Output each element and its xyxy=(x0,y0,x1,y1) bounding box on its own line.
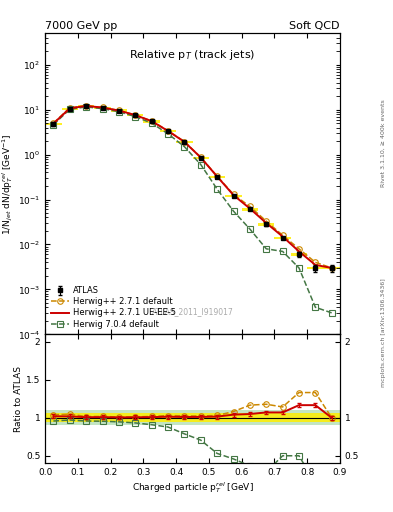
Herwig 7.0.4 default xyxy=(84,104,88,110)
Herwig 7.0.4 default xyxy=(116,109,121,115)
Herwig++ 2.7.1 UE-EE-5 xyxy=(248,205,252,211)
Herwig++ 2.7.1 default xyxy=(116,108,121,114)
Herwig 7.0.4 default xyxy=(51,122,56,128)
Herwig++ 2.7.1 UE-EE-5 xyxy=(313,262,318,268)
Herwig++ 2.7.1 default xyxy=(68,104,72,111)
Herwig++ 2.7.1 UE-EE-5 xyxy=(215,174,219,180)
Line: Herwig++ 2.7.1 UE-EE-5: Herwig++ 2.7.1 UE-EE-5 xyxy=(53,106,332,268)
Herwig 7.0.4 default xyxy=(166,131,171,137)
Herwig 7.0.4 default xyxy=(231,208,236,214)
Herwig++ 2.7.1 UE-EE-5 xyxy=(133,112,138,118)
Herwig++ 2.7.1 UE-EE-5 xyxy=(51,120,56,126)
Legend: ATLAS, Herwig++ 2.7.1 default, Herwig++ 2.7.1 UE-EE-5, Herwig 7.0.4 default: ATLAS, Herwig++ 2.7.1 default, Herwig++ … xyxy=(50,285,177,330)
Herwig++ 2.7.1 UE-EE-5 xyxy=(166,128,171,134)
Text: Soft QCD: Soft QCD xyxy=(290,20,340,31)
Herwig++ 2.7.1 default xyxy=(84,103,88,109)
Herwig++ 2.7.1 default xyxy=(280,232,285,239)
Herwig 7.0.4 default xyxy=(297,265,301,271)
Herwig++ 2.7.1 default xyxy=(264,218,269,224)
Text: Rivet 3.1.10, ≥ 400k events: Rivet 3.1.10, ≥ 400k events xyxy=(381,99,386,187)
Line: Herwig 7.0.4 default: Herwig 7.0.4 default xyxy=(51,104,334,316)
Herwig++ 2.7.1 UE-EE-5 xyxy=(116,108,121,114)
Herwig++ 2.7.1 default xyxy=(313,259,318,265)
Y-axis label: Ratio to ATLAS: Ratio to ATLAS xyxy=(14,366,23,432)
Herwig++ 2.7.1 UE-EE-5 xyxy=(84,103,88,109)
Herwig 7.0.4 default xyxy=(280,248,285,254)
Herwig 7.0.4 default xyxy=(133,114,138,120)
Text: mcplots.cern.ch [arXiv:1306.3436]: mcplots.cern.ch [arXiv:1306.3436] xyxy=(381,279,386,387)
Herwig 7.0.4 default xyxy=(248,226,252,232)
Herwig++ 2.7.1 default xyxy=(182,138,187,144)
Y-axis label: 1/N$_{jet}$ dN/dp$_{T}^{rel}$ [GeV$^{-1}$]: 1/N$_{jet}$ dN/dp$_{T}^{rel}$ [GeV$^{-1}… xyxy=(0,133,15,234)
Herwig++ 2.7.1 UE-EE-5 xyxy=(231,192,236,198)
Herwig++ 2.7.1 default xyxy=(198,154,203,160)
Herwig++ 2.7.1 default xyxy=(166,127,171,134)
Herwig++ 2.7.1 default xyxy=(215,173,219,179)
Herwig++ 2.7.1 default xyxy=(248,203,252,209)
Herwig 7.0.4 default xyxy=(100,105,105,112)
Herwig++ 2.7.1 UE-EE-5 xyxy=(198,155,203,161)
Text: Relative p$_{T}$ (track jets): Relative p$_{T}$ (track jets) xyxy=(129,48,256,62)
Herwig 7.0.4 default xyxy=(149,120,154,126)
Herwig++ 2.7.1 default xyxy=(51,120,56,126)
Herwig++ 2.7.1 UE-EE-5 xyxy=(280,233,285,240)
Line: Herwig++ 2.7.1 default: Herwig++ 2.7.1 default xyxy=(51,103,334,271)
Herwig++ 2.7.1 UE-EE-5 xyxy=(297,248,301,254)
Herwig++ 2.7.1 UE-EE-5 xyxy=(329,265,334,271)
Herwig++ 2.7.1 UE-EE-5 xyxy=(68,105,72,112)
Herwig 7.0.4 default xyxy=(313,304,318,310)
Herwig++ 2.7.1 UE-EE-5 xyxy=(100,104,105,111)
Herwig++ 2.7.1 default xyxy=(133,112,138,118)
X-axis label: Charged particle p$_{T}^{rel}$ [GeV]: Charged particle p$_{T}^{rel}$ [GeV] xyxy=(132,480,253,495)
Herwig 7.0.4 default xyxy=(329,310,334,316)
Herwig++ 2.7.1 UE-EE-5 xyxy=(149,118,154,124)
Herwig++ 2.7.1 UE-EE-5 xyxy=(182,139,187,145)
Herwig++ 2.7.1 default xyxy=(100,104,105,111)
Herwig 7.0.4 default xyxy=(215,186,219,192)
Herwig++ 2.7.1 default xyxy=(231,191,236,198)
Herwig 7.0.4 default xyxy=(182,143,187,150)
Herwig 7.0.4 default xyxy=(264,246,269,252)
Herwig 7.0.4 default xyxy=(198,161,203,167)
Text: 7000 GeV pp: 7000 GeV pp xyxy=(45,20,118,31)
Herwig++ 2.7.1 UE-EE-5 xyxy=(264,220,269,226)
Herwig++ 2.7.1 default xyxy=(149,118,154,124)
Herwig++ 2.7.1 default xyxy=(329,265,334,271)
Herwig 7.0.4 default xyxy=(68,106,72,112)
Text: ATLAS_2011_I919017: ATLAS_2011_I919017 xyxy=(152,307,233,316)
Herwig++ 2.7.1 default xyxy=(297,246,301,252)
